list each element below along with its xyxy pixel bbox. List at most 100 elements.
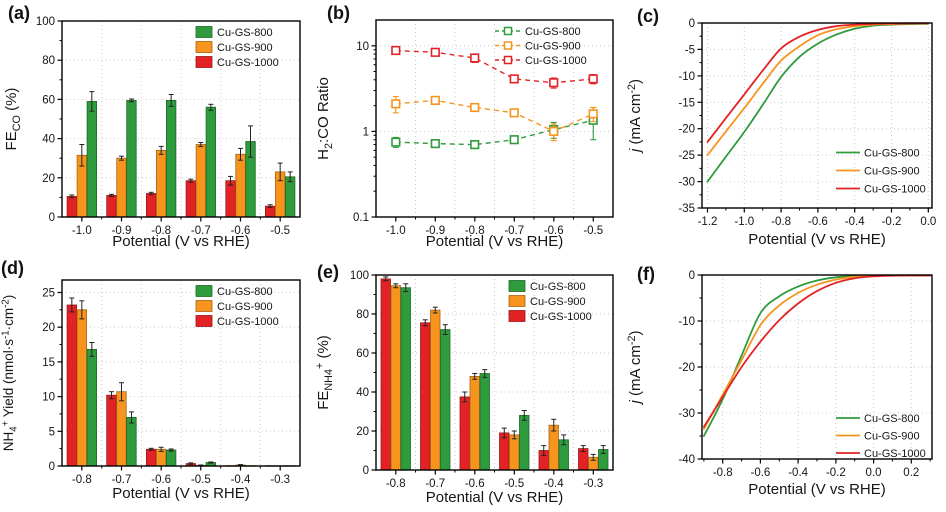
svg-text:-1.2: -1.2: [698, 216, 718, 228]
legend: Cu-GS-800 Cu-GS-900 Cu-GS-1000: [508, 280, 592, 323]
svg-text:-0.6: -0.6: [544, 225, 564, 237]
svg-text:-35: -35: [678, 203, 695, 215]
svg-text:0.2: 0.2: [903, 467, 919, 479]
svg-text:-0.7: -0.7: [112, 474, 132, 486]
svg-text:Cu-GS-800: Cu-GS-800: [864, 413, 920, 425]
series: [391, 45, 598, 150]
svg-text:-0.4: -0.4: [231, 474, 251, 486]
y-axis-label: FENH4+ (%): [314, 335, 335, 410]
svg-text:-40: -40: [678, 454, 695, 466]
axes: 0 20 40 60 80 100 -1.0 -0.9 -0.8 -0.7 -0.6 -0.5 Pote…: [3, 16, 290, 250]
svg-text:-0.6: -0.6: [231, 225, 251, 237]
svg-text:0.1: 0.1: [353, 212, 369, 224]
svg-text:Cu-GS-800: Cu-GS-800: [864, 147, 920, 159]
svg-text:-1.0: -1.0: [734, 216, 754, 228]
svg-text:1: 1: [363, 126, 369, 138]
svg-text:-1.0: -1.0: [386, 225, 406, 237]
svg-text:-0.8: -0.8: [771, 216, 791, 228]
axes: 0 5 10 15 20 25 -0.8 -0.7 -0.6 -0.5 -0.4 -0.3 Potent…: [0, 287, 290, 502]
series: [380, 276, 609, 471]
gridlines: [62, 21, 300, 217]
svg-text:0: 0: [689, 18, 695, 30]
svg-text:60: 60: [356, 348, 369, 360]
svg-text:Cu-GS-900: Cu-GS-900: [864, 430, 920, 442]
svg-text:80: 80: [42, 55, 55, 67]
x-axis-label: Potential (V vs RHE): [748, 481, 886, 498]
gridlines: [376, 20, 613, 217]
svg-text:-0.5: -0.5: [504, 478, 524, 490]
svg-text:-5: -5: [685, 44, 695, 56]
svg-text:Cu-GS-800: Cu-GS-800: [525, 26, 581, 38]
svg-text:Cu-GS-900: Cu-GS-900: [864, 165, 920, 177]
svg-text:-0.6: -0.6: [808, 216, 828, 228]
svg-text:Cu-GS-1000: Cu-GS-1000: [864, 183, 926, 195]
svg-text:Cu-GS-800: Cu-GS-800: [217, 27, 273, 39]
svg-text:100: 100: [350, 270, 369, 282]
axes: 0.1 1 10 -1.0 -0.9 -0.8 -0.7 -0.6 -0.5 Potential …: [315, 41, 603, 250]
panel-f: (f) 0 -10 -20 -30 -40 -0.8 -0.6 -0.4 -0.2 0.0 0.2 P…: [620, 256, 946, 512]
svg-text:Cu-GS-800: Cu-GS-800: [217, 286, 273, 298]
svg-text:-0.8: -0.8: [151, 225, 171, 237]
panel-c: (c) 0 -5 -10 -15 -20 -25 -30 -35 -1.2 -1.0 -0.8 -0.…: [620, 0, 946, 256]
panel-b-letter: (b): [327, 3, 350, 23]
legend: Cu-GS-800 Cu-GS-900 Cu-GS-1000: [836, 147, 926, 195]
svg-text:-30: -30: [678, 408, 695, 420]
svg-text:-0.6: -0.6: [465, 478, 485, 490]
svg-text:-0.4: -0.4: [544, 478, 564, 490]
svg-text:0.0: 0.0: [866, 467, 882, 479]
svg-text:-0.8: -0.8: [386, 478, 406, 490]
svg-text:-0.6: -0.6: [751, 467, 771, 479]
series: [66, 297, 296, 467]
panel-e-letter: (e): [317, 262, 339, 282]
svg-text:-0.7: -0.7: [504, 225, 524, 237]
x-axis-label: Potential (V vs RHE): [426, 489, 564, 506]
panel-d-letter: (d): [1, 258, 24, 278]
panel-f-letter: (f): [637, 264, 655, 284]
chart-b-h2co-ratio: 0.1 1 10 -1.0 -0.9 -0.8 -0.7 -0.6 -0.5 Potential …: [315, 19, 614, 250]
svg-text:Cu-GS-800: Cu-GS-800: [530, 281, 586, 293]
gridlines: [702, 275, 932, 459]
svg-text:-0.4: -0.4: [788, 467, 808, 479]
svg-text:-20: -20: [678, 124, 695, 136]
y-axis-label: j (mA cm-2): [626, 79, 644, 154]
svg-text:Cu-GS-1000: Cu-GS-1000: [217, 57, 279, 69]
panel-a-letter: (a): [8, 3, 30, 23]
panel-e: (e) 0 20 40 60 80 100 -0.8 -0.7 -0.6 -0.5 -0.4 -0.3…: [310, 256, 620, 512]
axes: 0 -10 -20 -30 -40 -0.8 -0.6 -0.4 -0.2 0.0 0.2 Poten…: [626, 270, 931, 498]
svg-text:-0.2: -0.2: [882, 216, 902, 228]
svg-text:0.0: 0.0: [920, 216, 936, 228]
gridlines: [702, 23, 932, 208]
svg-text:100: 100: [36, 16, 55, 28]
svg-text:20: 20: [42, 173, 55, 185]
y-axis-label: NH4+ Yield (nmol·s-1·cm-2): [0, 295, 19, 452]
x-axis-label: Potential (V vs RHE): [426, 233, 564, 250]
x-axis-label: Potential (V vs RHE): [112, 233, 250, 250]
y-axis-label: FECO (%): [3, 88, 23, 151]
gridlines: [62, 280, 300, 466]
svg-text:-20: -20: [678, 362, 695, 374]
svg-text:-0.7: -0.7: [191, 225, 211, 237]
svg-text:Cu-GS-1000: Cu-GS-1000: [864, 448, 926, 460]
panel-a: (a) 0 20 40 60 80 100 -1.0 -0.9 -0.8 -0.7 -0.6 -0.5…: [0, 0, 310, 256]
svg-text:0: 0: [49, 461, 55, 473]
svg-text:-0.3: -0.3: [583, 478, 603, 490]
panel-c-letter: (c): [637, 6, 659, 26]
svg-text:-0.7: -0.7: [425, 478, 445, 490]
svg-text:0: 0: [49, 212, 55, 224]
svg-text:-25: -25: [678, 150, 695, 162]
chart-e-fenh4-bar: 0 20 40 60 80 100 -0.8 -0.7 -0.6 -0.5 -0.4 -0.3 Pote…: [314, 270, 614, 506]
svg-text:-0.5: -0.5: [583, 225, 603, 237]
svg-text:80: 80: [356, 309, 369, 321]
svg-text:40: 40: [42, 134, 55, 146]
y-axis-label: H2:CO Ratio: [315, 77, 335, 160]
svg-text:-10: -10: [678, 71, 695, 83]
svg-text:0: 0: [689, 270, 695, 282]
legend: Cu-GS-800 Cu-GS-900 Cu-GS-1000: [836, 413, 926, 460]
x-axis-label: Potential (V vs RHE): [748, 231, 886, 248]
svg-text:-0.8: -0.8: [465, 225, 485, 237]
svg-text:-30: -30: [678, 177, 695, 189]
svg-text:Cu-GS-900: Cu-GS-900: [530, 296, 586, 308]
svg-text:-0.9: -0.9: [112, 225, 132, 237]
panel-b: (b) 0.1 1 10 -1.0 -0.9 -0.8 -0.7 -0.6 -0.5 Potent…: [310, 0, 620, 256]
plot-frame: [701, 22, 933, 209]
